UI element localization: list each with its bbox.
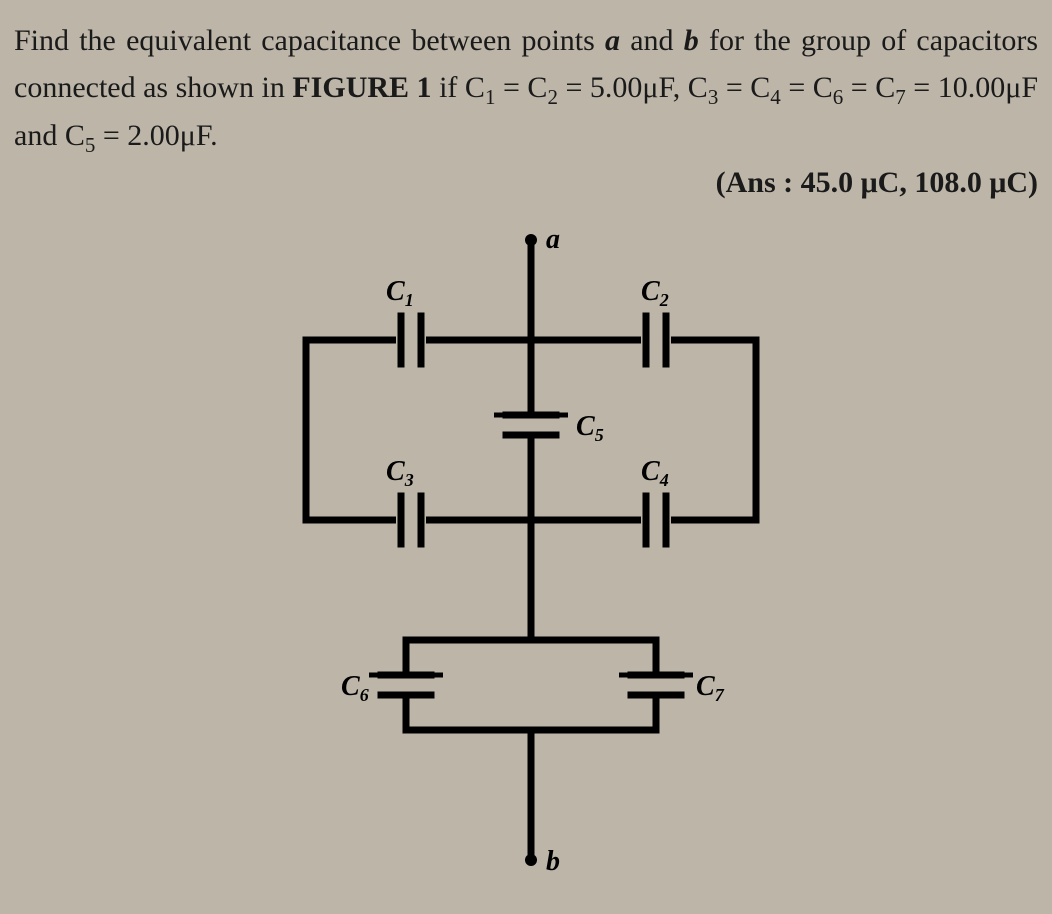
- node-a-label: a: [546, 224, 560, 255]
- cap4-label: C4: [641, 456, 669, 490]
- ans-prefix: (Ans :: [716, 166, 801, 199]
- eq-val3: = 2.00μF.: [95, 119, 217, 152]
- eq-a: = C: [495, 71, 547, 104]
- point-a: a: [605, 24, 620, 57]
- cap2-label: C2: [641, 276, 669, 310]
- sub1: 1: [485, 85, 496, 109]
- eq-b: = C: [718, 71, 770, 104]
- cap3-label: C3: [386, 456, 414, 490]
- ans-v2: 108.0 μC: [914, 166, 1028, 199]
- problem-text: Find the equivalent capacitance between …: [14, 18, 1038, 162]
- text-1: Find the equivalent capacitance between …: [14, 24, 605, 57]
- eq-val1: = 5.00μF, C: [558, 71, 708, 104]
- sub4: 4: [770, 85, 781, 109]
- sub6: 6: [833, 85, 844, 109]
- sub2: 2: [547, 85, 558, 109]
- figure-ref: FIGURE 1: [292, 71, 431, 104]
- cap1-label: C1: [386, 276, 414, 310]
- cap6-label: C6: [341, 671, 369, 705]
- text-2: and: [620, 24, 684, 57]
- sub7: 7: [895, 85, 906, 109]
- ans-sep: ,: [899, 166, 914, 199]
- eq-d: = C: [843, 71, 895, 104]
- circuit-diagram: a C1 C2 C3 C4: [14, 220, 1038, 900]
- sub5: 5: [85, 133, 96, 157]
- point-b: b: [684, 24, 699, 57]
- node-b-label: b: [546, 846, 560, 877]
- ans-v1: 45.0 μC: [801, 166, 900, 199]
- node-b-dot: [525, 854, 537, 866]
- answer-line: (Ans : 45.0 μC, 108.0 μC): [14, 166, 1038, 200]
- cap7-label: C7: [696, 671, 725, 705]
- text-4: if C: [432, 71, 485, 104]
- eq-c: = C: [781, 71, 833, 104]
- ans-suffix: ): [1028, 166, 1038, 199]
- sub3: 3: [708, 85, 719, 109]
- circuit-svg: a C1 C2 C3 C4: [246, 220, 806, 900]
- cap5-label: C5: [576, 411, 604, 445]
